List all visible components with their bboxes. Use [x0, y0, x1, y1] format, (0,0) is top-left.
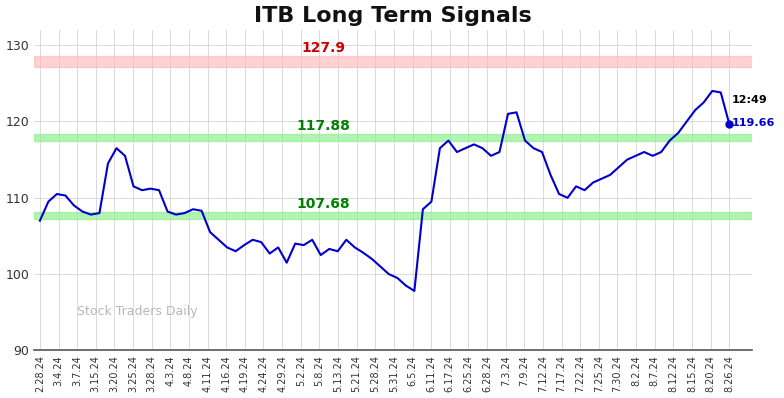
Text: 119.66: 119.66 [732, 118, 775, 128]
Text: Stock Traders Daily: Stock Traders Daily [78, 305, 198, 318]
Bar [34, 56, 752, 66]
Text: 117.88: 117.88 [296, 119, 350, 133]
Text: 127.9: 127.9 [301, 41, 345, 55]
Bar [34, 134, 752, 141]
Title: ITB Long Term Signals: ITB Long Term Signals [254, 6, 532, 25]
Text: 107.68: 107.68 [296, 197, 350, 211]
Text: 12:49: 12:49 [732, 95, 768, 105]
Bar [34, 212, 752, 219]
